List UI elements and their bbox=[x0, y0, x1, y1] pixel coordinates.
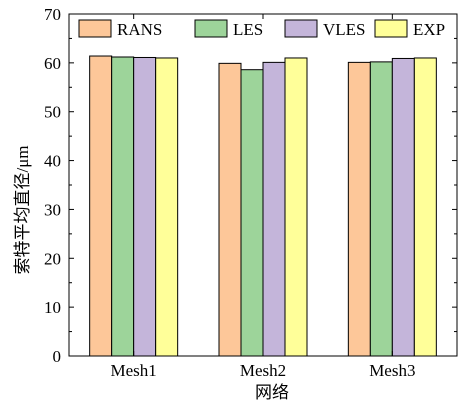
legend-swatch-vles bbox=[284, 19, 318, 38]
x-tick-label: Mesh1 bbox=[111, 361, 157, 380]
bar-les-mesh3 bbox=[369, 61, 393, 357]
bar-rans-mesh1 bbox=[89, 55, 113, 357]
bar-les-mesh1 bbox=[111, 56, 135, 357]
legend-label-les: LES bbox=[233, 20, 263, 39]
legend-label-exp: EXP bbox=[413, 20, 445, 39]
bar-vles-mesh1 bbox=[133, 56, 157, 357]
x-axis-ticks: Mesh1 Mesh2 Mesh3 bbox=[111, 14, 415, 380]
bar-rans-mesh3 bbox=[347, 61, 371, 357]
y-axis-title: 索特平均直径/μm bbox=[13, 145, 32, 274]
y-tick-label: 50 bbox=[44, 103, 61, 122]
bar-vles-mesh2 bbox=[262, 61, 286, 357]
bar-rans-mesh2 bbox=[218, 62, 242, 357]
legend-swatch-les bbox=[194, 19, 228, 38]
y-axis-ticks: 0 10 20 30 40 50 60 70 bbox=[44, 5, 457, 366]
legend-label-rans: RANS bbox=[117, 20, 162, 39]
y-tick-label: 30 bbox=[44, 200, 61, 219]
y-tick-label: 60 bbox=[44, 54, 61, 73]
legend-swatch-exp bbox=[374, 19, 408, 38]
x-tick-label: Mesh3 bbox=[369, 361, 415, 380]
bars-group bbox=[89, 55, 437, 357]
legend: RANS LES VLES EXP bbox=[78, 19, 445, 39]
y-tick-label: 0 bbox=[53, 347, 62, 366]
y-tick-label: 70 bbox=[44, 5, 61, 24]
x-axis-title: 网络 bbox=[255, 383, 289, 402]
y-tick-label: 10 bbox=[44, 298, 61, 317]
legend-label-vles: VLES bbox=[323, 20, 366, 39]
bar-les-mesh2 bbox=[240, 69, 264, 357]
y-tick-label: 40 bbox=[44, 152, 61, 171]
legend-swatch-rans bbox=[78, 19, 112, 38]
bar-exp-mesh3 bbox=[413, 57, 437, 357]
bar-exp-mesh1 bbox=[155, 57, 179, 357]
bar-vles-mesh3 bbox=[391, 57, 415, 357]
x-tick-label: Mesh2 bbox=[240, 361, 286, 380]
y-tick-label: 20 bbox=[44, 249, 61, 268]
bar-exp-mesh2 bbox=[284, 57, 308, 357]
